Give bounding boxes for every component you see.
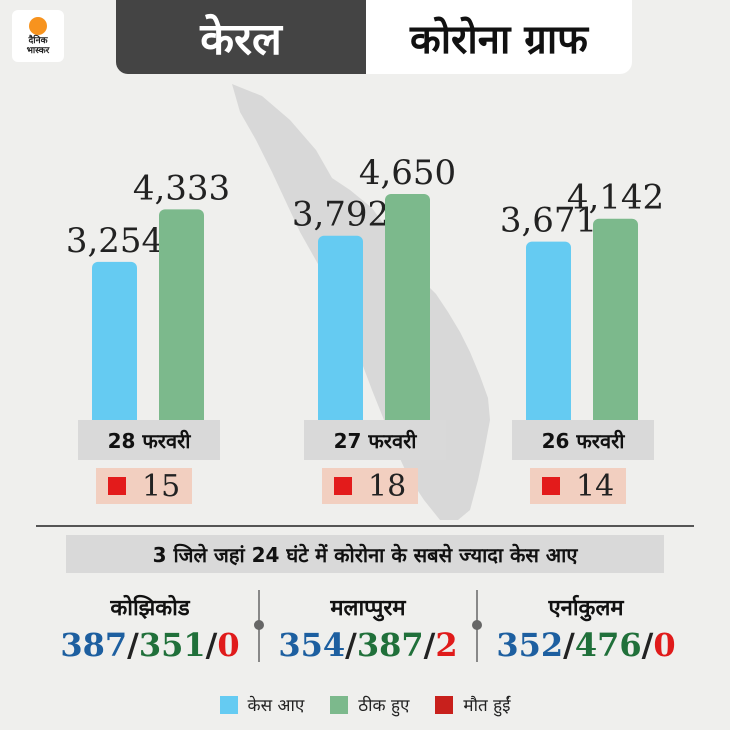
bar-recovered — [385, 194, 430, 426]
district-separator — [472, 590, 482, 662]
deaths-marker-icon — [108, 477, 126, 495]
legend-item-recovered: ठीक हुए — [330, 693, 409, 716]
district-name: मलाप्पुरम — [330, 596, 406, 621]
district-recovered: 387 — [356, 626, 424, 664]
district-stats: 387/351/0 — [60, 626, 240, 664]
deaths-marker-icon — [542, 477, 560, 495]
deaths-value: 15 — [142, 468, 181, 504]
logo-line2: भास्कर — [26, 45, 50, 56]
district-deaths: 0 — [653, 626, 676, 664]
deaths-box: 18 — [322, 468, 418, 504]
deaths-marker-icon — [334, 477, 352, 495]
district-cases: 387 — [60, 626, 128, 664]
deaths-value: 14 — [576, 468, 615, 504]
district-stats: 352/476/0 — [496, 626, 676, 664]
district-malappuram: मलाप्पुरम 354/387/2 — [258, 592, 478, 664]
data-label-cases: 3,254 — [66, 221, 163, 261]
district-name: कोझिकोड — [110, 596, 190, 621]
legend-label: ठीक हुए — [358, 696, 410, 716]
district-recovered: 351 — [138, 626, 206, 664]
district-recovered: 476 — [574, 626, 642, 664]
header-title-state: केरल — [116, 0, 366, 74]
district-separator — [254, 590, 264, 662]
district-kozhikode: कोझिकोड 387/351/0 — [40, 592, 260, 664]
legend-swatch-deaths — [435, 695, 454, 714]
district-cases: 352 — [496, 626, 564, 664]
logo-line1: दैनिक — [28, 35, 48, 46]
legend-swatch-recovered — [330, 695, 349, 714]
data-label-recovered: 4,142 — [567, 178, 664, 218]
data-label-cases: 3,671 — [500, 201, 597, 241]
data-label-recovered: 4,650 — [359, 153, 456, 193]
district-deaths: 0 — [217, 626, 240, 664]
bar-cases — [318, 235, 363, 426]
category-label: 28 फरवरी — [78, 420, 220, 460]
header-banner: केरल कोरोना ग्राफ — [116, 0, 632, 74]
data-label-recovered: 4,333 — [133, 168, 230, 208]
category-label: 27 फरवरी — [304, 420, 446, 460]
district-ernakulam: एर्नाकुलम 352/476/0 — [476, 592, 696, 664]
legend: केस आए ठीक हुए मौत हुईं — [0, 693, 730, 716]
deaths-box: 14 — [530, 468, 626, 504]
legend-item-cases: केस आए — [219, 693, 305, 716]
data-label-cases: 3,792 — [292, 195, 389, 235]
legend-item-deaths: मौत हुईं — [435, 693, 510, 716]
dainik-bhaskar-logo: दैनिक भास्कर — [12, 10, 64, 62]
district-cases: 354 — [278, 626, 346, 664]
legend-swatch-cases — [219, 695, 238, 714]
deaths-value: 18 — [368, 468, 407, 504]
deaths-box: 15 — [96, 468, 192, 504]
bar-recovered — [159, 209, 204, 426]
district-stats: 354/387/2 — [278, 626, 458, 664]
section-divider — [36, 525, 694, 527]
districts-title: 3 जिले जहां 24 घंटे में कोरोना के सबसे ज… — [66, 535, 664, 573]
legend-label: मौत हुईं — [463, 696, 511, 716]
sun-icon — [29, 16, 47, 35]
district-deaths: 2 — [435, 626, 458, 664]
bar-recovered — [593, 218, 638, 426]
bar-cases — [92, 261, 137, 426]
district-name: एर्नाकुलम — [548, 596, 624, 621]
bar-cases — [526, 241, 571, 426]
legend-label: केस आए — [247, 696, 305, 716]
header-title-graph: कोरोना ग्राफ — [366, 0, 632, 74]
category-label: 26 फरवरी — [512, 420, 654, 460]
